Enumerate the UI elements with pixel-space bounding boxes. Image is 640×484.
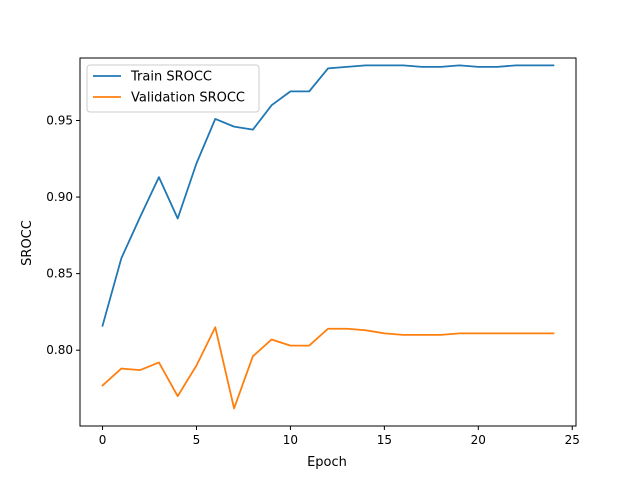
y-tick-label: 0.80 bbox=[46, 343, 73, 357]
legend: Train SROCC Validation SROCC bbox=[86, 64, 260, 113]
series-line-2 bbox=[101, 326, 555, 410]
y-tick-label: 0.85 bbox=[46, 267, 73, 281]
legend-box bbox=[86, 64, 260, 113]
x-tick-label: 20 bbox=[471, 433, 486, 447]
x-tick-label: 0 bbox=[99, 433, 107, 447]
y-tick-label: 0.95 bbox=[46, 113, 73, 127]
y-tick-label: 0.90 bbox=[46, 190, 73, 204]
y-axis-label: SROCC bbox=[20, 220, 35, 266]
x-tick-label: 10 bbox=[283, 433, 298, 447]
plot-area bbox=[101, 64, 555, 410]
plot-frame bbox=[79, 57, 577, 427]
x-tick-label: 25 bbox=[565, 433, 580, 447]
x-tick-label: 15 bbox=[377, 433, 392, 447]
legend-label: Validation SROCC bbox=[131, 91, 245, 106]
series-line-1 bbox=[101, 64, 555, 327]
x-axis-label: Epoch bbox=[307, 455, 347, 470]
legend-label: Train SROCC bbox=[130, 70, 212, 85]
axes: 0 5 10 15 20 25 0.80 0.85 0.90 0.95 bbox=[46, 57, 580, 447]
x-tick-label: 5 bbox=[193, 433, 201, 447]
